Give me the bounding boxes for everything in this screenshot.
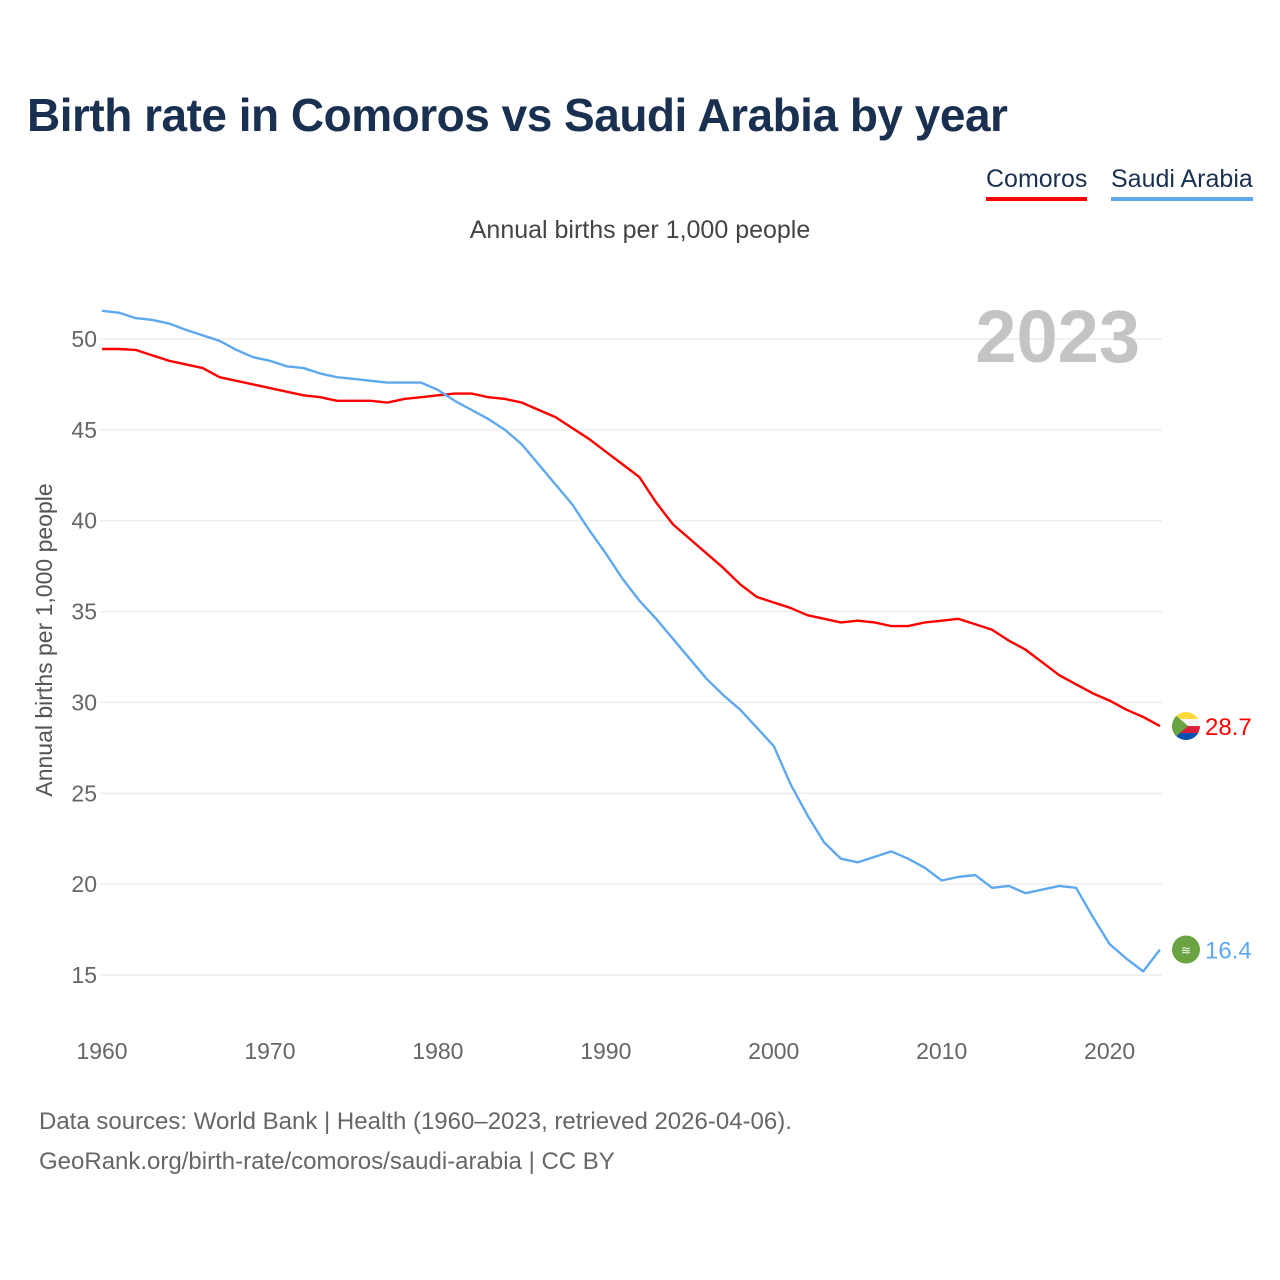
x-tick-label: 1980 xyxy=(412,1038,463,1064)
x-tick-label: 1960 xyxy=(76,1038,127,1064)
y-axis-label: Annual births per 1,000 people xyxy=(31,483,57,796)
series-line-saudi-arabia xyxy=(101,309,1161,973)
flag-stripe xyxy=(1172,719,1200,727)
y-tick-label: 40 xyxy=(71,508,97,534)
end-value-label: 16.4 xyxy=(1205,938,1252,965)
y-tick-label: 20 xyxy=(71,871,97,897)
legend-comoros[interactable]: Comoros xyxy=(986,165,1088,201)
y-tick-label: 15 xyxy=(71,962,97,988)
flag-body xyxy=(1172,935,1200,964)
comoros-flag-icon xyxy=(1172,712,1200,741)
saudi-arabia-flag-icon: ≋ xyxy=(1172,935,1200,964)
flag-stripe xyxy=(1172,733,1200,741)
chart-title: Birth rate in Comoros vs Saudi Arabia by… xyxy=(27,89,1008,141)
series-line-comoros xyxy=(102,347,1161,728)
flag-script: ≋ xyxy=(1181,944,1191,958)
x-tick-label: 1970 xyxy=(244,1038,295,1064)
legend-saudi-arabia[interactable]: Saudi Arabia xyxy=(1111,165,1253,201)
y-tick-label: 45 xyxy=(71,417,97,443)
y-tick-label: 50 xyxy=(71,326,97,352)
y-tick-label: 30 xyxy=(71,689,97,715)
footer-sources: Data sources: World Bank | Health (1960–… xyxy=(39,1108,792,1135)
x-tick-label: 2020 xyxy=(1084,1038,1135,1064)
flag-body xyxy=(1172,712,1200,741)
year-watermark: 2023 xyxy=(975,295,1140,378)
flag-stripe xyxy=(1172,712,1200,720)
footer-link[interactable]: GeoRank.org/birth-rate/comoros/saudi-ara… xyxy=(39,1148,615,1175)
chart-subtitle: Annual births per 1,000 people xyxy=(469,216,811,244)
flag-stripe xyxy=(1172,726,1200,734)
flag-triangle xyxy=(1172,712,1188,741)
y-tick-label: 25 xyxy=(71,780,97,806)
y-tick-label: 35 xyxy=(71,599,97,625)
x-tick-label: 2010 xyxy=(916,1038,967,1064)
x-tick-label: 1990 xyxy=(580,1038,631,1064)
end-value-label: 28.7 xyxy=(1205,714,1252,741)
x-tick-label: 2000 xyxy=(748,1038,799,1064)
